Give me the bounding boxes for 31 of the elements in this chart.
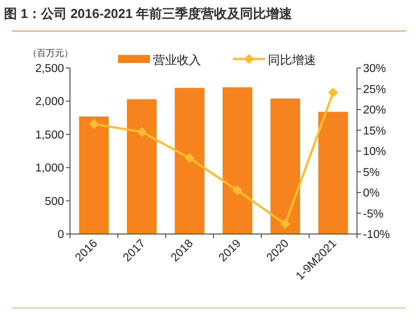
y-tick-label: 2,500 xyxy=(35,63,64,75)
y2-tick-label: 30% xyxy=(363,63,386,75)
y2-tick-label: 25% xyxy=(363,84,386,96)
legend-label: 同比增速 xyxy=(268,53,316,67)
y-tick-label: 2,000 xyxy=(35,96,64,108)
y2-tick-label: 0% xyxy=(363,188,380,200)
y2-tick-label: 5% xyxy=(363,166,380,179)
point xyxy=(328,87,338,98)
point xyxy=(184,153,195,164)
bar xyxy=(222,87,252,234)
bar xyxy=(174,88,204,234)
y2-tick-label: -5% xyxy=(363,208,384,220)
legend-label: 营业收入 xyxy=(153,53,201,67)
bar xyxy=(270,98,300,234)
y-tick-label: 0 xyxy=(58,229,64,241)
point xyxy=(136,126,147,137)
y-tick-label: 1,000 xyxy=(35,162,64,175)
y-axis-title: （百万元） xyxy=(28,48,73,58)
y-tick-label: 500 xyxy=(44,196,64,208)
point xyxy=(280,219,290,230)
bar xyxy=(318,112,348,234)
y2-tick-label: 20% xyxy=(363,104,386,116)
y2-tick-label: 10% xyxy=(363,146,386,158)
point xyxy=(88,119,99,130)
y2-tick-label: -10% xyxy=(363,229,390,241)
bar xyxy=(126,99,157,234)
bar xyxy=(79,116,109,234)
point xyxy=(232,185,242,196)
y2-tick-label: 15% xyxy=(363,125,386,138)
chart-title: 图 1：公司 2016-2021 年前三季度营收及同比增速 xyxy=(4,6,294,21)
y-tick-label: 1,500 xyxy=(35,129,64,142)
